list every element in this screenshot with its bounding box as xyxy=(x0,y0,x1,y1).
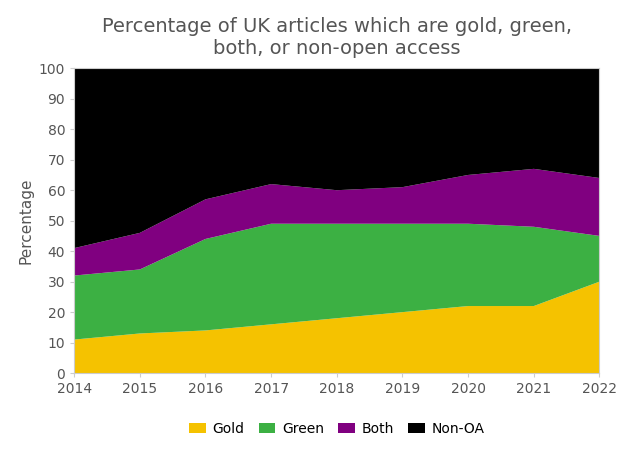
Y-axis label: Percentage: Percentage xyxy=(18,177,33,264)
Title: Percentage of UK articles which are gold, green,
both, or non-open access: Percentage of UK articles which are gold… xyxy=(102,17,572,58)
Legend: Gold, Green, Both, Non-OA: Gold, Green, Both, Non-OA xyxy=(184,417,490,442)
